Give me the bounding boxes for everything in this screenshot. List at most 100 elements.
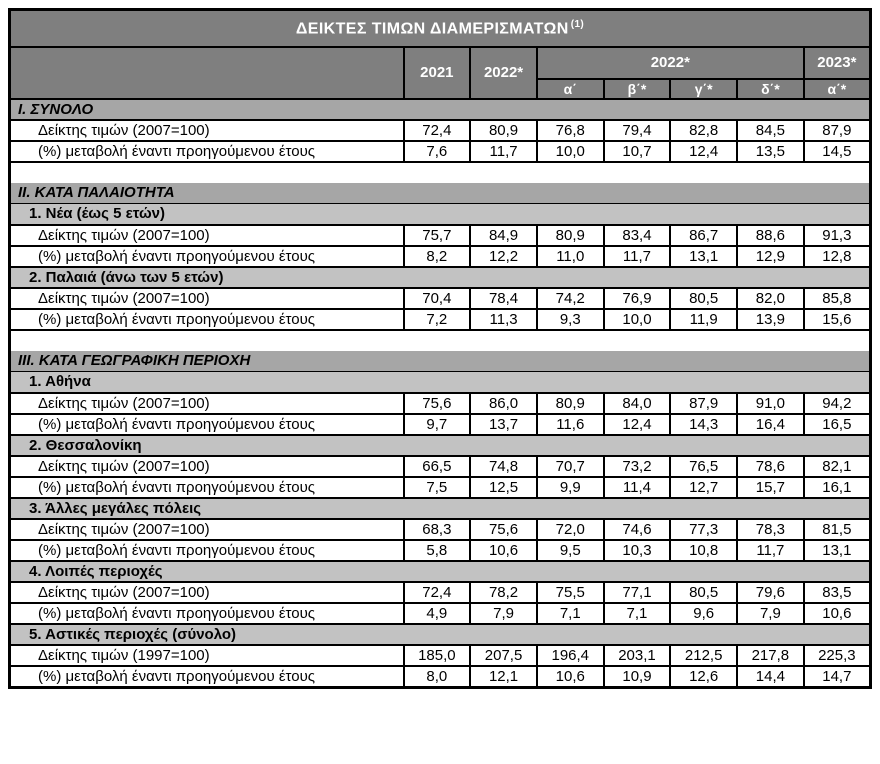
- value-cell: 76,5: [669, 454, 739, 478]
- value-cell: 5,8: [402, 538, 472, 562]
- apartment-price-index-table: ΔΕΙΚΤΕΣ ΤΙΜΩΝ ΔΙΑΜΕΡΙΣΜΑΤΩΝ (1) 2021 2022*…: [8, 8, 872, 689]
- value-cell: 10,7: [602, 139, 672, 163]
- value-cell: 11,0: [535, 244, 605, 268]
- row-label: Δείκτης τιμών (1997=100): [8, 643, 405, 667]
- value-cell: 86,0: [469, 391, 538, 415]
- value-cell: 79,6: [736, 580, 805, 604]
- table-row: Δείκτης τιμών (1997=100) 185,0 207,5 196,4 2…: [8, 643, 871, 667]
- value-cell: 4,9: [402, 601, 472, 625]
- value-cell: 14,3: [669, 412, 739, 436]
- value-cell: 7,9: [469, 601, 538, 625]
- value-cell: 77,1: [602, 580, 672, 604]
- value-cell: 14,5: [802, 139, 871, 163]
- row-label: Δείκτης τιμών (2007=100): [8, 391, 405, 415]
- value-cell: 10,8: [669, 538, 739, 562]
- table-row: Δείκτης τιμών (2007=100) 66,5 74,8 70,7 73,2…: [8, 454, 871, 478]
- row-label: Δείκτης τιμών (2007=100): [8, 580, 405, 604]
- value-cell: 10,3: [602, 538, 672, 562]
- quarter-column-header: δ΄*: [736, 77, 805, 100]
- value-cell: 16,4: [736, 412, 805, 436]
- value-cell: 94,2: [802, 391, 871, 415]
- value-cell: 196,4: [535, 643, 605, 667]
- section-header: II. ΚΑΤΑ ΠΑΛΑΙΟΤΗΤΑ: [9, 182, 871, 204]
- row-label: Δείκτης τιμών (2007=100): [8, 286, 405, 310]
- value-cell: 16,5: [802, 412, 871, 436]
- table-title-row: ΔΕΙΚΤΕΣ ΤΙΜΩΝ ΔΙΑΜΕΡΙΣΜΑΤΩΝ (1): [9, 9, 871, 48]
- row-label: (%) μεταβολή έναντι προηγούμενου έτους: [8, 412, 405, 436]
- value-cell: 82,1: [802, 454, 871, 478]
- table-row: (%) μεταβολή έναντι προηγούμενου έτους 7,…: [8, 307, 871, 331]
- value-cell: 80,5: [669, 286, 739, 310]
- value-cell: 68,3: [402, 517, 472, 541]
- value-cell: 9,6: [669, 601, 739, 625]
- value-cell: 75,7: [402, 223, 472, 247]
- value-cell: 15,7: [736, 475, 805, 499]
- value-cell: 83,5: [802, 580, 871, 604]
- subsection-header-row: 4. Λοιπές περιοχές: [9, 560, 871, 583]
- value-cell: 74,6: [602, 517, 672, 541]
- value-cell: 10,6: [802, 601, 871, 625]
- value-cell: 12,2: [469, 244, 538, 268]
- section-spacer: [9, 161, 871, 183]
- value-cell: 12,1: [469, 664, 538, 688]
- subsection-header: 3. Άλλες μεγάλες πόλεις: [9, 497, 871, 520]
- value-cell: 15,6: [802, 307, 871, 331]
- value-cell: 78,3: [736, 517, 805, 541]
- value-cell: 75,6: [402, 391, 472, 415]
- value-cell: 16,1: [802, 475, 871, 499]
- value-cell: 11,7: [602, 244, 672, 268]
- subsection-header: 1. Νέα (έως 5 ετών): [9, 203, 871, 226]
- row-label: (%) μεταβολή έναντι προηγούμενου έτους: [8, 244, 405, 268]
- year-column-header: 2022*: [469, 45, 538, 100]
- year-column-header: 2022*: [535, 45, 805, 80]
- value-cell: 11,7: [736, 538, 805, 562]
- table-row: Δείκτης τιμών (2007=100) 70,4 78,4 74,2 76,9…: [8, 286, 871, 310]
- row-label: (%) μεταβολή έναντι προηγούμενου έτους: [8, 538, 405, 562]
- section-spacer-row: [9, 329, 871, 351]
- value-cell: 78,2: [469, 580, 538, 604]
- quarter-column-header: α΄: [535, 77, 605, 100]
- value-cell: 76,8: [535, 118, 605, 142]
- column-header-empty: [9, 45, 405, 100]
- value-cell: 80,9: [469, 118, 538, 142]
- section-spacer: [9, 329, 871, 351]
- subsection-header: 5. Αστικές περιοχές (σύνολο): [9, 623, 871, 646]
- value-cell: 11,7: [469, 139, 538, 163]
- table-title: ΔΕΙΚΤΕΣ ΤΙΜΩΝ ΔΙΑΜΕΡΙΣΜΑΤΩΝ (1): [9, 9, 871, 48]
- value-cell: 13,1: [802, 538, 871, 562]
- value-cell: 11,3: [469, 307, 538, 331]
- subsection-header: 1. Αθήνα: [9, 371, 871, 394]
- value-cell: 82,0: [736, 286, 805, 310]
- value-cell: 80,9: [535, 391, 605, 415]
- value-cell: 12,6: [669, 664, 739, 688]
- value-cell: 12,4: [602, 412, 672, 436]
- value-cell: 84,0: [602, 391, 672, 415]
- row-label: (%) μεταβολή έναντι προηγούμενου έτους: [8, 601, 405, 625]
- value-cell: 7,9: [736, 601, 805, 625]
- value-cell: 212,5: [669, 643, 739, 667]
- section-spacer-row: [9, 161, 871, 183]
- value-cell: 9,7: [402, 412, 472, 436]
- value-cell: 91,0: [736, 391, 805, 415]
- value-cell: 13,1: [669, 244, 739, 268]
- value-cell: 83,4: [602, 223, 672, 247]
- value-cell: 74,8: [469, 454, 538, 478]
- table-row: (%) μεταβολή έναντι προηγούμενου έτους 7,…: [8, 139, 871, 163]
- value-cell: 7,5: [402, 475, 472, 499]
- subsection-header-row: 2. Θεσσαλονίκη: [9, 434, 871, 457]
- value-cell: 7,6: [402, 139, 472, 163]
- value-cell: 7,1: [535, 601, 605, 625]
- table-row: (%) μεταβολή έναντι προηγούμενου έτους 8,…: [8, 244, 871, 268]
- row-label: Δείκτης τιμών (2007=100): [8, 223, 405, 247]
- value-cell: 70,4: [402, 286, 472, 310]
- value-cell: 75,5: [535, 580, 605, 604]
- section-header: I. ΣΥΝΟΛΟ: [9, 98, 871, 120]
- year-header-row: 2021 2022* 2022* 2023*: [9, 45, 872, 100]
- table-row: (%) μεταβολή έναντι προηγούμενου έτους 9,…: [8, 412, 871, 436]
- value-cell: 10,6: [469, 538, 538, 562]
- table-row: Δείκτης τιμών (2007=100) 72,4 78,2 75,5 77,1…: [8, 580, 871, 604]
- value-cell: 14,4: [736, 664, 805, 688]
- document-page: ΔΕΙΚΤΕΣ ΤΙΜΩΝ ΔΙΑΜΕΡΙΣΜΑΤΩΝ (1) 2021 2022*…: [8, 8, 872, 689]
- value-cell: 87,9: [802, 118, 871, 142]
- value-cell: 75,6: [469, 517, 538, 541]
